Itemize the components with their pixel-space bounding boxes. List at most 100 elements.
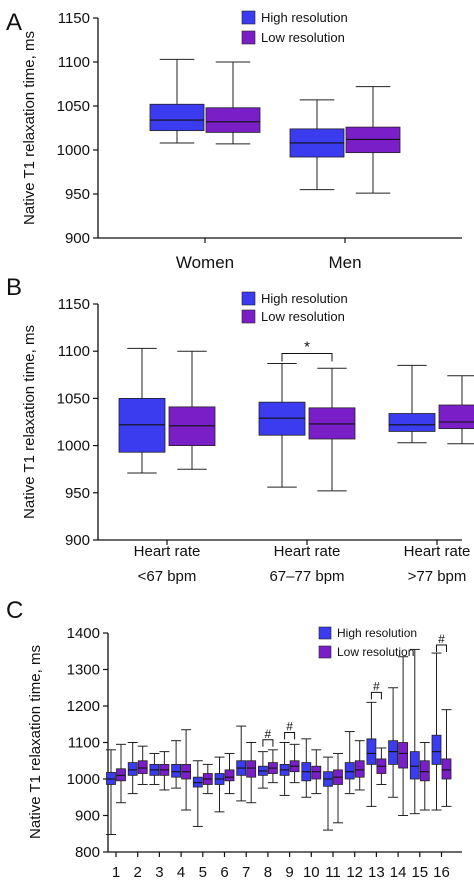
box-a-high-resolution-Men <box>289 99 345 191</box>
box-iqr <box>149 103 205 132</box>
x-category-label: Heart rate <box>404 543 471 560</box>
x-category-label: 11 <box>325 864 341 881</box>
box-c-high-resolution-2 <box>127 742 138 795</box>
legend-label: Low resolution <box>337 645 414 659</box>
x-category-label: 15 <box>411 864 428 881</box>
legend-swatch <box>318 645 332 659</box>
legend-label: Low resolution <box>261 30 345 45</box>
legend-swatch <box>241 309 256 324</box>
y-tick-label: 1050 <box>57 98 90 115</box>
box-iqr <box>137 760 148 774</box>
significance-bracket: # <box>262 727 274 747</box>
x-category-label: 4 <box>177 864 185 881</box>
box-c-high-resolution-16 <box>431 652 442 811</box>
box-iqr <box>419 760 430 782</box>
box-c-low-resolution-9 <box>289 743 300 784</box>
box-b-low-resolution-<67 bpm <box>168 350 216 470</box>
panel-letter: C <box>6 597 23 624</box>
x-category-label: 5 <box>199 864 207 881</box>
bracket-line <box>436 644 447 652</box>
box-iqr <box>205 107 261 133</box>
panel-letter: A <box>6 9 22 36</box>
x-category-label: <67 bpm <box>138 568 197 585</box>
significance-marker: * <box>304 338 310 355</box>
y-tick-label: 1100 <box>68 735 100 752</box>
box-c-low-resolution-15 <box>419 742 430 811</box>
legend: High resolution Low resolution <box>241 291 348 324</box>
legend: High resolution Low resolution <box>241 10 348 45</box>
legend-swatch <box>241 30 256 45</box>
y-axis-label: Native T1 relaxation time, ms <box>27 645 44 839</box>
box-c-low-resolution-11 <box>333 752 343 824</box>
box-c-low-resolution-2 <box>137 745 148 785</box>
box-c-low-resolution-4 <box>181 729 192 811</box>
legend-swatch <box>241 10 256 25</box>
box-iqr <box>354 760 365 778</box>
legend: High resolution Low resolution <box>318 626 417 659</box>
x-category-label: 14 <box>390 864 407 881</box>
significance-bracket: * <box>281 338 333 362</box>
significance-bracket: # <box>284 720 296 740</box>
panel-b: B Native T1 relaxation time, ms 900 950 1000… <box>6 274 474 585</box>
y-tick-label: 1050 <box>57 390 90 407</box>
y-axis-label: Native T1 relaxation time, ms <box>21 325 38 519</box>
y-axis-label: Native T1 relaxation time, ms <box>21 31 38 225</box>
box-iqr <box>441 758 452 780</box>
box-iqr <box>438 404 474 430</box>
bracket-line <box>370 691 382 700</box>
box-c-high-resolution-15 <box>409 648 420 815</box>
significance-marker: # <box>286 720 293 734</box>
box-c-high-resolution-8 <box>257 751 268 789</box>
box-c-high-resolution-14 <box>388 687 399 798</box>
box-a-low-resolution-Men <box>345 86 401 194</box>
box-iqr <box>224 769 235 782</box>
x-category-label: 16 <box>433 864 450 881</box>
x-category-label: Heart rate <box>274 543 341 560</box>
y-tick-label: 1000 <box>67 771 100 788</box>
y-tick-label: 950 <box>65 485 90 502</box>
legend-label: High resolution <box>261 291 348 306</box>
panel-letter: B <box>6 274 22 301</box>
box-iqr <box>398 742 409 769</box>
x-category-label: 1 <box>112 864 120 881</box>
box-c-high-resolution-9 <box>279 742 290 796</box>
y-tick-label: 950 <box>65 186 90 203</box>
box-c-low-resolution-1 <box>116 743 126 804</box>
box-c-high-resolution-5 <box>192 760 203 827</box>
box-iqr <box>366 738 377 765</box>
bracket-line <box>284 732 296 740</box>
box-a-low-resolution-Women <box>205 61 261 145</box>
box-c-high-resolution-1 <box>106 749 116 835</box>
box-c-high-resolution-13 <box>366 701 377 807</box>
box-b-high-resolution-<67 bpm <box>118 347 166 474</box>
significance-marker: # <box>438 632 445 646</box>
legend-label: Low resolution <box>261 309 345 324</box>
box-c-high-resolution-11 <box>323 756 333 831</box>
box-c-low-resolution-7 <box>246 742 257 804</box>
y-tick-label: 1400 <box>67 625 100 642</box>
box-c-high-resolution-7 <box>236 725 247 802</box>
x-category-label: 6 <box>220 864 228 881</box>
box-iqr <box>171 764 182 778</box>
x-category-label: >77 bpm <box>408 568 467 585</box>
y-tick-label: 1150 <box>58 296 90 313</box>
box-a-high-resolution-Women <box>149 58 205 144</box>
y-tick-label: 1100 <box>58 343 90 360</box>
box-c-high-resolution-3 <box>149 752 160 785</box>
bracket-line <box>281 352 333 362</box>
significance-marker: # <box>265 727 272 741</box>
x-category-label: 12 <box>346 864 363 881</box>
significance-marker: # <box>373 679 380 693</box>
y-tick-label: 900 <box>65 532 90 549</box>
box-c-low-resolution-16 <box>441 709 452 807</box>
significance-bracket: # <box>436 632 447 652</box>
y-tick-label: 1000 <box>57 142 90 159</box>
box-iqr <box>344 762 355 780</box>
y-tick-label: 900 <box>75 808 100 825</box>
box-iqr <box>127 762 138 776</box>
box-c-low-resolution-12 <box>354 740 365 791</box>
significance-bracket: # <box>370 679 382 700</box>
box-iqr <box>388 740 399 765</box>
panel-c: C Native T1 relaxation time, ms 800 900 1000… <box>6 597 462 881</box>
box-c-high-resolution-12 <box>344 731 355 795</box>
